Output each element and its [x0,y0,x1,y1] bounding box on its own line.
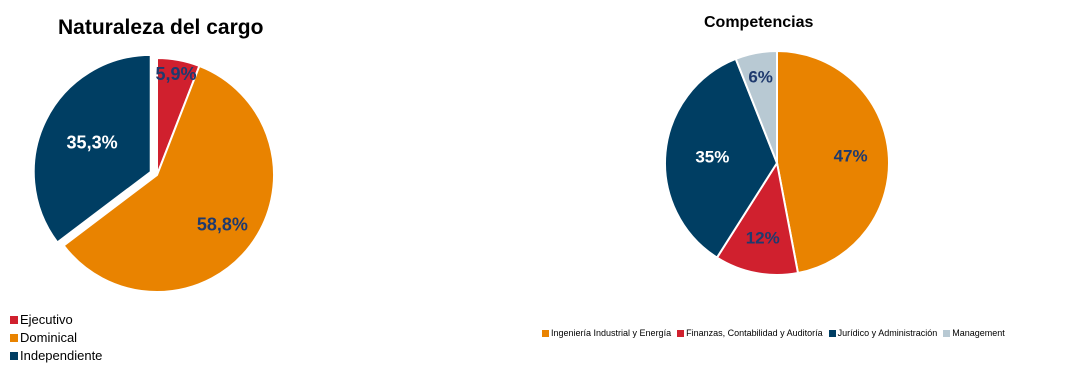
data-label-dominical: 58,8% [197,214,248,234]
legend-label: Finanzas, Contabilidad y Auditoría [686,328,823,338]
legend-swatch [943,329,951,337]
data-label-ejecutivo: 5,9% [155,64,196,84]
legend-swatch [10,352,18,360]
legend-swatch [828,329,836,337]
chart-title: Competencias [704,14,814,31]
legend-swatch [10,316,18,324]
data-label-juridico-y-administracion: 35% [695,147,729,166]
legend: Ejecutivo Dominical Independiente [10,311,102,365]
legend-item-juridico-y-administracion: Jurídico y Administración [828,328,938,338]
legend-label: Independiente [20,348,103,363]
legend-label: Ejecutivo [20,312,73,327]
legend-swatch [542,329,549,337]
legend-item-independiente: Independiente [10,347,102,365]
pie-slice-finanzas-contabilidad-y-auditoria [715,160,800,276]
pie-slice-independiente [32,53,152,244]
legend-swatch [677,329,685,337]
pie-slice-ingenieria-industrial-y-energia [776,49,890,275]
data-label-management: 6% [748,68,773,87]
pie-slice-dominical [62,64,275,293]
legend-item-dominical: Dominical [10,329,102,347]
legend-item-management: Management [943,328,1005,338]
legend-label: Ingeniería Industrial y Energía [551,328,672,338]
data-label-independiente: 35,3% [67,133,118,153]
legend-item-ejecutivo: Ejecutivo [10,311,102,329]
legend-item-finanzas-contabilidad-y-auditoria: Finanzas, Contabilidad y Auditoría [677,328,823,338]
legend-label: Jurídico y Administración [837,328,938,338]
legend-item-ingenieria-industrial-y-energia: Ingeniería Industrial y Energía [542,328,671,338]
legend: Ingeniería Industrial y Energía Finanzas,… [542,328,1011,338]
pie-chart-naturaleza: Naturaleza del cargo 5,9% 58,8% 35,3% Ejec… [0,0,330,365]
data-label-ingenieria-industrial-y-energia: 47% [834,147,868,166]
data-label-finanzas-contabilidad-y-auditoria: 12% [746,228,780,247]
pie-plot-area: 47% 12% 35% 6% [664,49,890,276]
pie-plot-area: 5,9% 58,8% 35,3% [32,53,275,293]
chart-title: Naturaleza del cargo [58,16,264,39]
pie-chart-competencias: Competencias 47% 12% 35% 6% Ingeniería Indu… [530,0,1082,365]
legend-label: Dominical [20,330,78,345]
legend-label: Management [952,328,1005,338]
legend-swatch [10,334,18,342]
pie-slice-juridico-y-administracion [664,57,779,259]
pie-slice-management [734,49,778,164]
